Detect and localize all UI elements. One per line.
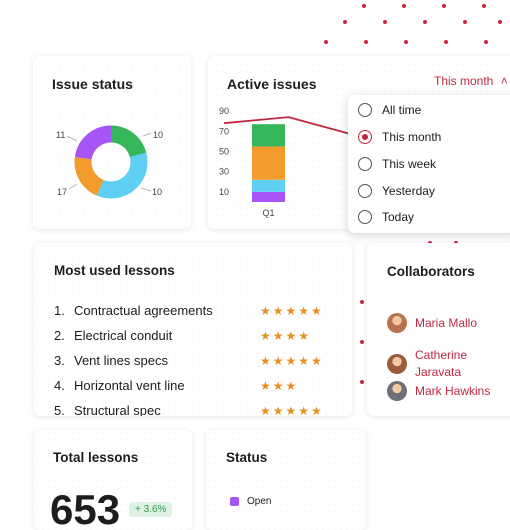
radio-icon	[358, 210, 372, 224]
chevron-up-icon: ˄	[500, 74, 508, 88]
donut-segment-2	[74, 125, 148, 199]
status-card: Status Open	[206, 430, 366, 530]
avatar	[387, 354, 407, 374]
collaborator-3[interactable]: Mark Hawkins	[387, 381, 490, 401]
lesson-rating-4: ★★★	[260, 379, 299, 393]
issue-status-card: Issue status 11 10 17 10	[33, 56, 191, 229]
collaborator-2[interactable]: Catherine Jaravata	[387, 347, 483, 381]
lesson-name: Structural spec	[74, 403, 161, 416]
legend-label: Open	[247, 496, 272, 507]
option-yesterday[interactable]: Yesterday	[358, 184, 435, 198]
growth-badge: + 3.6%	[129, 502, 173, 517]
x-tick-label: Q1	[262, 208, 274, 218]
lessons-title: Most used lessons	[54, 263, 175, 278]
option-label: This week	[382, 157, 437, 171]
total-lessons-title: Total lessons	[53, 450, 139, 465]
radio-icon	[358, 184, 372, 198]
period-filter[interactable]: This month ˄	[434, 74, 508, 88]
lessons-card: Most used lessons 1. Contractual agreemen…	[34, 243, 352, 416]
collaborator-1[interactable]: Maria Mallo	[387, 313, 477, 333]
lesson-rating-2: ★★★★	[260, 329, 312, 343]
lesson-name: Horizontal vent line	[74, 378, 185, 393]
lesson-name: Contractual agreements	[74, 303, 213, 318]
bar-segment	[252, 124, 285, 147]
option-today[interactable]: Today	[358, 210, 414, 224]
issue-status-title: Issue status	[52, 76, 133, 92]
total-lessons-card: Total lessons 653 + 3.6%	[34, 430, 192, 530]
radio-icon	[358, 103, 372, 117]
option-this-month[interactable]: This month	[358, 130, 441, 144]
donut-segment-3	[74, 125, 148, 199]
lesson-item-3[interactable]: 3. Vent lines specs	[54, 353, 168, 368]
radio-icon	[358, 157, 372, 171]
y-tick-label: 70	[219, 126, 229, 136]
donut-label-2: 10	[153, 130, 163, 140]
donut-label-3: 17	[57, 187, 67, 197]
lesson-name: Electrical conduit	[74, 328, 173, 343]
collaborators-title: Collaborators	[387, 264, 475, 279]
total-lessons-value: 653	[50, 486, 121, 530]
option-this-week[interactable]: This week	[358, 157, 436, 171]
status-title: Status	[226, 450, 268, 465]
collaborator-name: Catherine Jaravata	[415, 348, 468, 379]
bar-segment	[252, 146, 285, 180]
donut-label-1: 11	[56, 130, 65, 140]
avatar	[387, 313, 407, 333]
period-dropdown-menu: All time This month This week Yesterday …	[348, 95, 510, 233]
lesson-rating-5: ★★★★★	[260, 404, 324, 416]
donut-segment-4	[74, 125, 148, 199]
lesson-item-2[interactable]: 2. Electrical conduit	[54, 328, 172, 343]
lesson-rating-1: ★★★★★	[260, 304, 324, 318]
lesson-number: 5.	[54, 403, 65, 416]
y-tick-label: 30	[219, 167, 229, 177]
option-all-time[interactable]: All time	[358, 103, 421, 117]
bar-segment	[252, 191, 285, 202]
lesson-item-4[interactable]: 4. Horizontal vent line	[54, 378, 185, 393]
collaborator-name: Maria Mallo	[415, 315, 478, 330]
avatar	[387, 381, 407, 401]
lesson-name: Vent lines specs	[74, 353, 168, 368]
lesson-rating-3: ★★★★★	[260, 354, 324, 368]
lesson-item-5[interactable]: 5. Structural spec	[54, 403, 161, 416]
collaborators-card: Collaborators Maria Mallo Catherine Jara…	[367, 243, 510, 416]
period-filter-label: This month	[434, 74, 494, 88]
lesson-number: 3.	[54, 353, 65, 368]
issue-status-donut[interactable]: 11 10 17 10	[33, 56, 191, 229]
option-label: Yesterday	[382, 184, 435, 198]
lesson-number: 1.	[54, 303, 65, 318]
option-label: This month	[382, 130, 442, 144]
option-label: Today	[382, 210, 415, 224]
donut-label-4: 10	[152, 187, 162, 197]
legend-item-open: Open	[230, 496, 271, 507]
y-tick-label: 10	[219, 187, 229, 197]
bar-segment	[252, 179, 285, 192]
collaborator-name: Mark Hawkins	[415, 383, 491, 398]
lesson-number: 2.	[54, 328, 65, 343]
y-tick-label: 50	[219, 146, 229, 156]
option-label: All time	[382, 103, 422, 117]
radio-selected-icon	[358, 130, 372, 144]
y-tick-label: 90	[219, 106, 229, 116]
lesson-item-1[interactable]: 1. Contractual agreements	[54, 303, 213, 318]
legend-swatch	[230, 497, 239, 506]
active-issues-title: Active issues	[227, 76, 317, 92]
lesson-number: 4.	[54, 378, 65, 393]
